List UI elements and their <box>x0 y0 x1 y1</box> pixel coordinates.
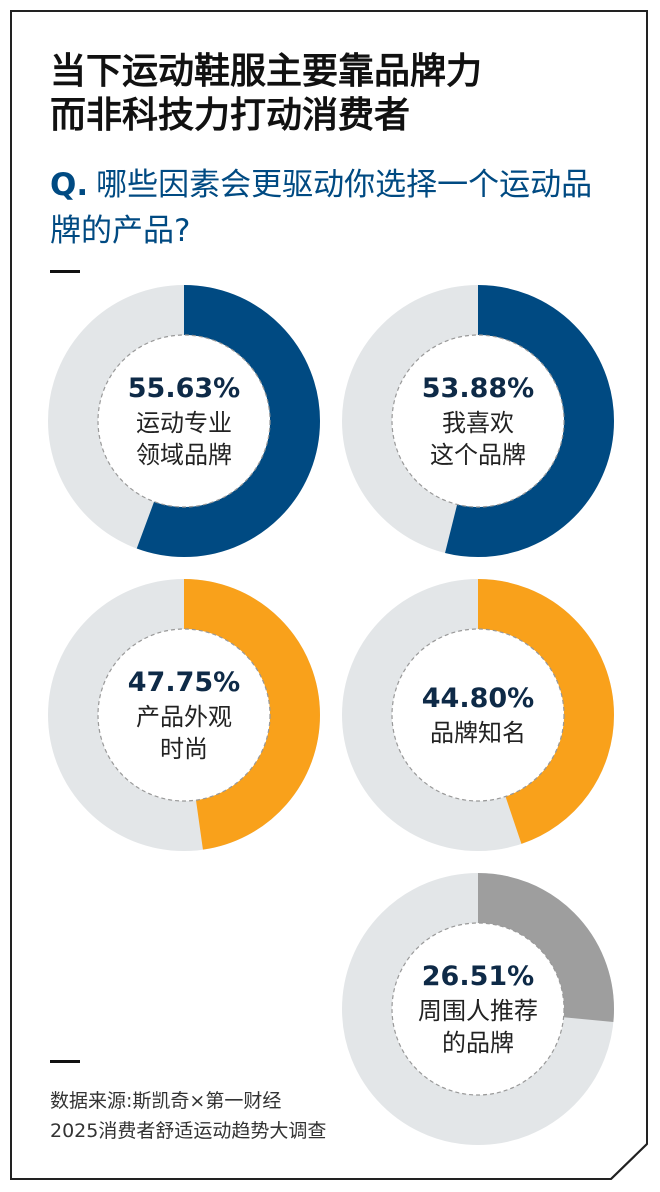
donut-label-4a: 品牌知名 <box>430 719 526 747</box>
donut-value-3: 47.75% <box>127 667 241 698</box>
question-text: 哪些因素会更驱动你选择一个运动品牌的产品? <box>50 167 593 249</box>
question-prefix: Q. <box>50 167 89 203</box>
donut-inner-4 <box>391 628 565 802</box>
survey-question: Q. 哪些因素会更驱动你选择一个运动品牌的产品? <box>50 162 620 254</box>
donut-arc-3 <box>48 579 320 851</box>
donut-label-5b: 的品牌 <box>442 1029 514 1057</box>
donut-inner-3 <box>97 628 271 802</box>
data-source: 数据来源:斯凯奇×第一财经 2025消费者舒适运动趋势大调查 <box>50 1086 326 1146</box>
page-title: 当下运动鞋服主要靠品牌力 而非科技力打动消费者 <box>50 50 610 138</box>
donut-label-3a: 产品外观 <box>136 703 232 731</box>
donut-svg-2 <box>342 285 614 557</box>
donut-chart-1: 55.63% 运动专业 领域品牌 <box>48 285 320 557</box>
donut-arc-2 <box>342 285 614 557</box>
title-line-2: 而非科技力打动消费者 <box>50 95 411 136</box>
donut-inner-5 <box>391 922 565 1096</box>
bottom-divider <box>50 1060 80 1063</box>
donut-label-5a: 周围人推荐 <box>418 997 538 1025</box>
donut-svg-5 <box>342 873 614 1145</box>
donut-arc-4 <box>342 579 614 851</box>
donut-inner-1 <box>97 334 271 508</box>
donut-svg-4 <box>342 579 614 851</box>
donut-label-2b: 这个品牌 <box>430 441 526 469</box>
donut-label-1a: 运动专业 <box>136 409 232 437</box>
donut-value-1: 55.63% <box>127 373 241 404</box>
donut-chart-5: 26.51% 周围人推荐 的品牌 <box>342 873 614 1145</box>
top-divider <box>50 270 80 273</box>
donut-label-2a: 我喜欢 <box>442 409 514 437</box>
source-line-2: 2025消费者舒适运动趋势大调查 <box>50 1120 327 1142</box>
donut-chart-2: 53.88% 我喜欢 这个品牌 <box>342 285 614 557</box>
donut-inner-2 <box>391 334 565 508</box>
source-line-1: 数据来源:斯凯奇×第一财经 <box>50 1090 282 1112</box>
donut-arc-1 <box>48 285 320 557</box>
donut-value-2: 53.88% <box>421 373 535 404</box>
donut-arc-5 <box>342 873 614 1145</box>
donut-chart-3: 47.75% 产品外观 时尚 <box>48 579 320 851</box>
card-frame <box>10 10 648 1180</box>
donut-chart-4: 44.80% 品牌知名 <box>342 579 614 851</box>
title-line-1: 当下运动鞋服主要靠品牌力 <box>50 51 483 92</box>
donut-svg-3 <box>48 579 320 851</box>
donut-svg-1 <box>48 285 320 557</box>
donut-value-4: 44.80% <box>421 683 535 714</box>
donut-label-1b: 领域品牌 <box>136 441 232 469</box>
donut-value-5: 26.51% <box>421 961 535 992</box>
donut-label-3b: 时尚 <box>160 735 208 763</box>
